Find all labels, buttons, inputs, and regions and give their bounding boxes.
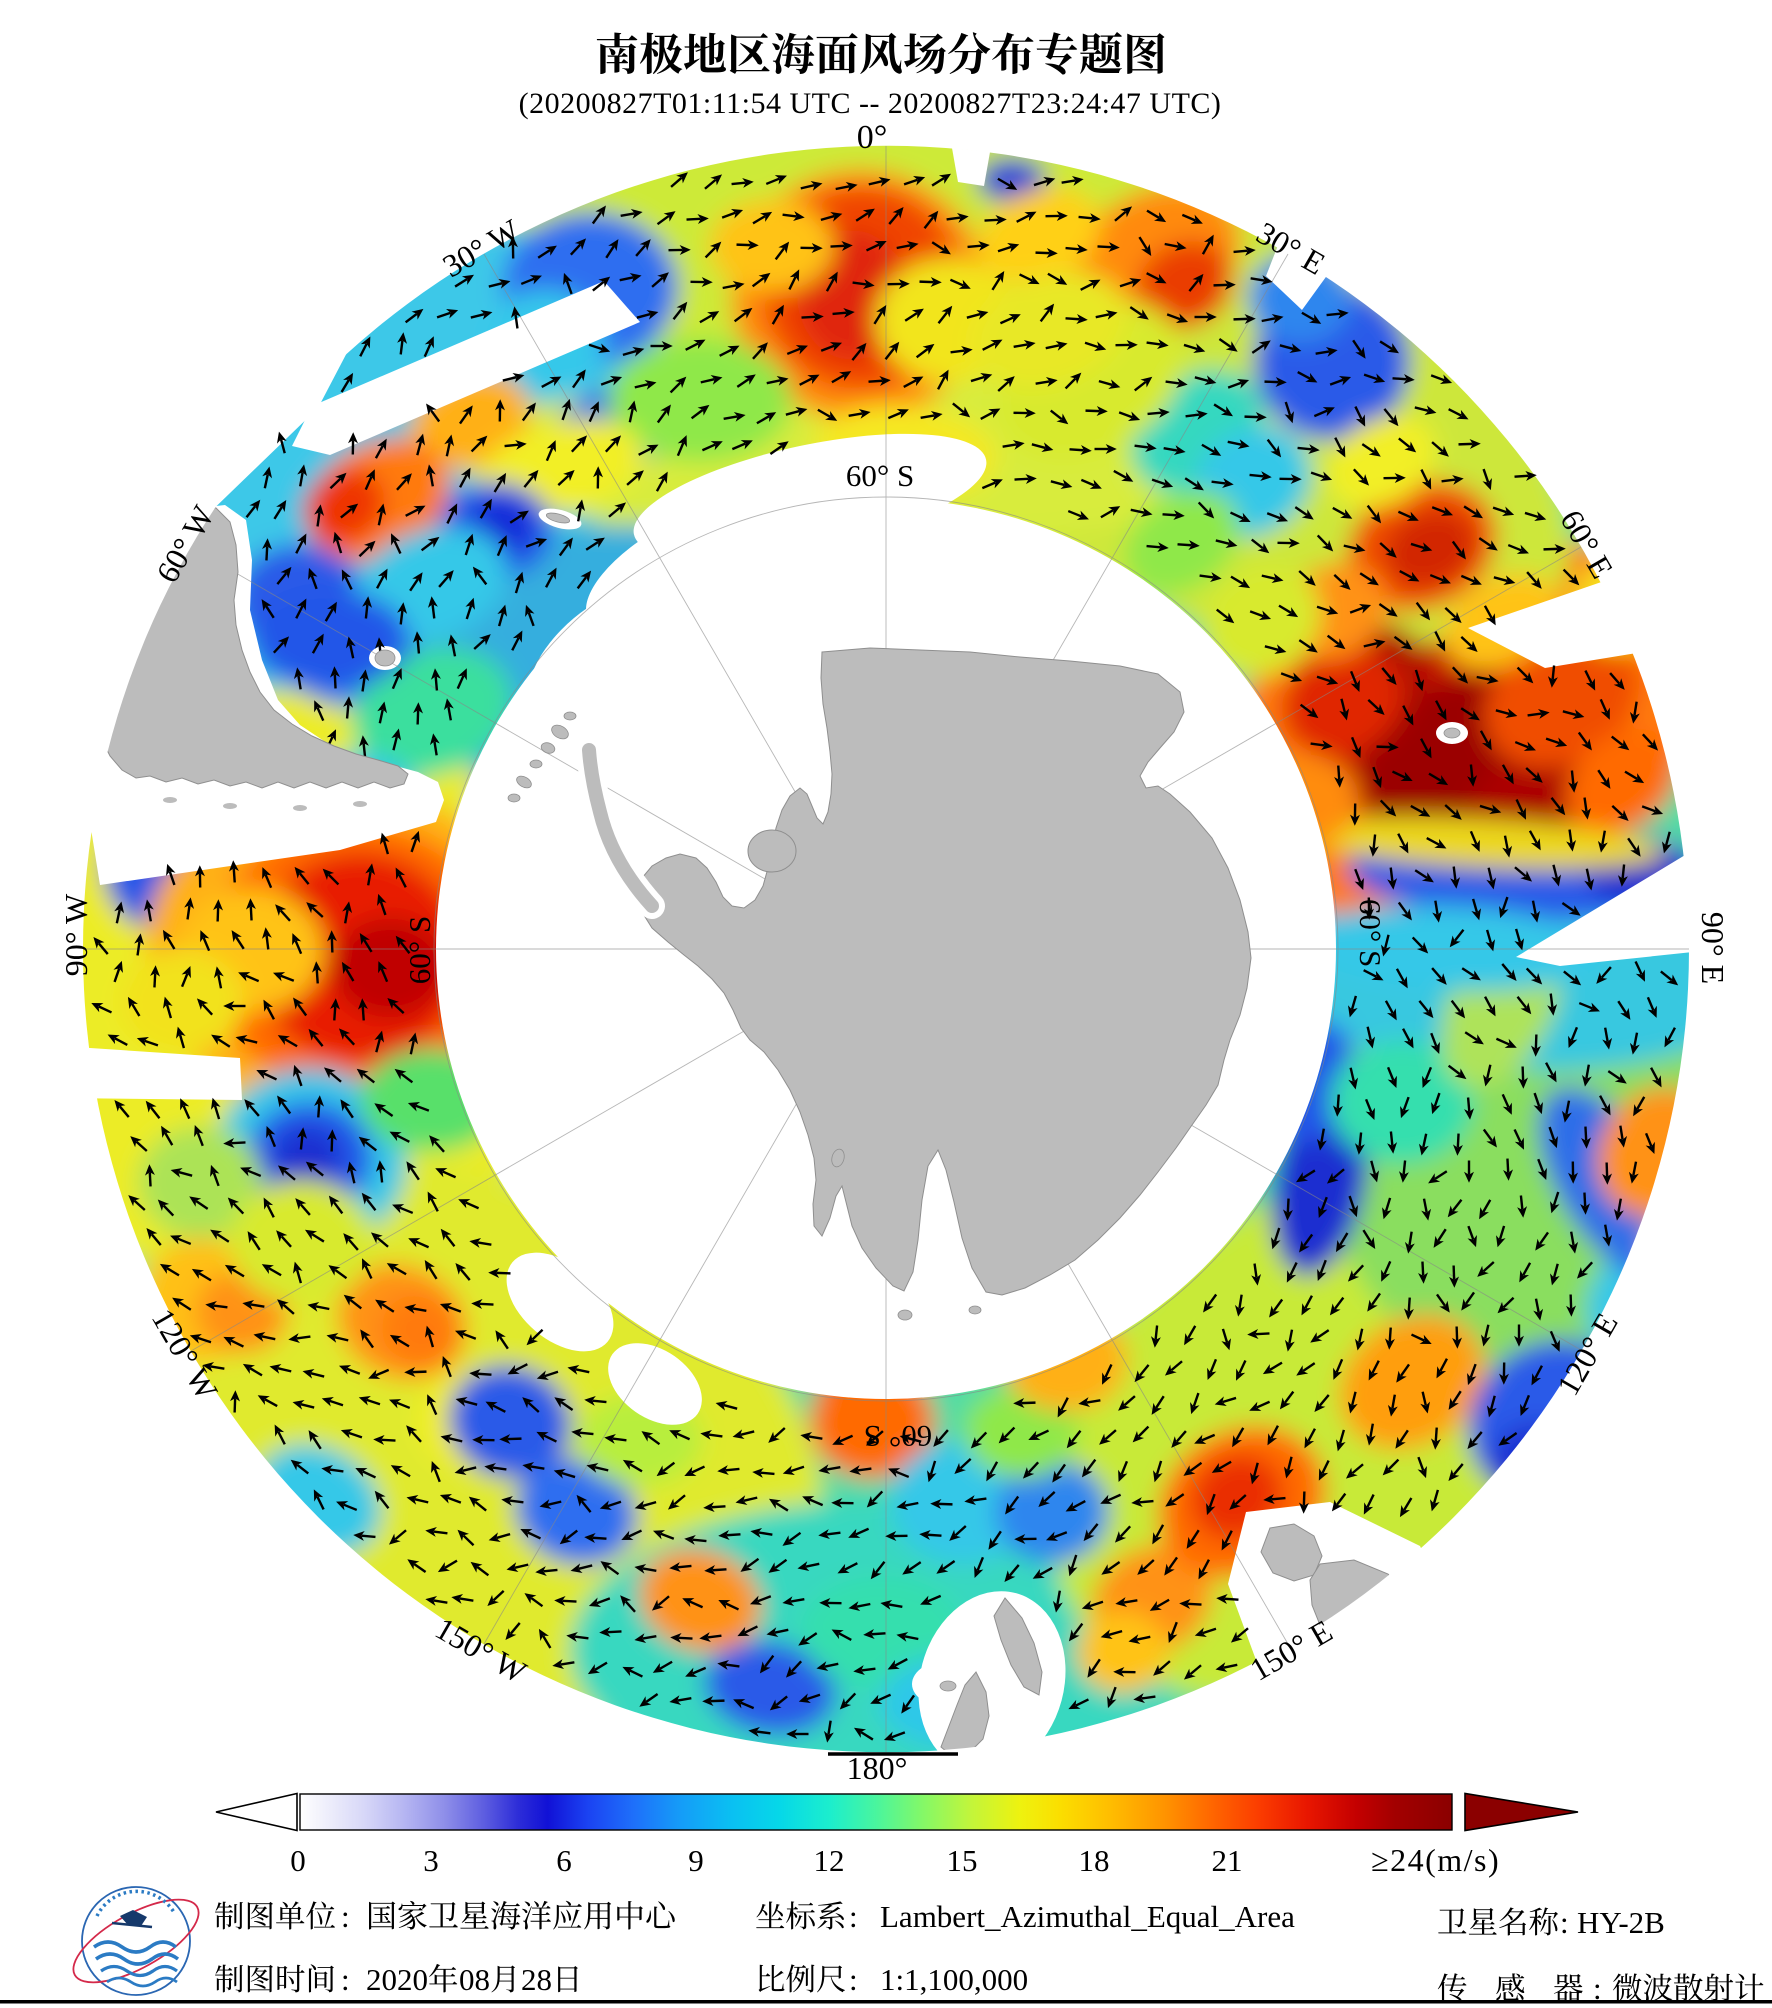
svg-text:3: 3 [423,1843,439,1878]
svg-text:60° S: 60° S [846,458,914,493]
svg-text:18: 18 [1079,1843,1110,1878]
svg-text:60° S: 60° S [402,916,437,984]
svg-text:HY-2B: HY-2B [1577,1905,1665,1940]
svg-text:28: 28 [521,1962,552,1997]
svg-text:2020: 2020 [366,1962,428,1997]
svg-text:21: 21 [1212,1843,1243,1878]
svg-text::: : [341,1899,350,1934]
svg-text:60° S: 60° S [1353,899,1388,967]
svg-text::: : [849,1899,858,1934]
svg-text:08: 08 [459,1962,490,1997]
svg-text::: : [1593,1971,1602,2006]
svg-text:≥24(m/s): ≥24(m/s) [1371,1842,1500,1878]
svg-text::: : [341,1962,350,1997]
svg-text::: : [849,1962,858,1997]
svg-text:15: 15 [947,1843,978,1878]
svg-text::: : [1560,1905,1569,1940]
svg-text:90° E: 90° E [1695,912,1731,984]
svg-text:180°: 180° [847,1750,908,1786]
svg-text:9: 9 [688,1843,704,1878]
svg-text:60° S: 60° S [864,1419,932,1454]
svg-text:6: 6 [556,1843,572,1878]
svg-text:12: 12 [814,1843,845,1878]
svg-text:Lambert_Azimuthal_Equal_Area: Lambert_Azimuthal_Equal_Area [880,1899,1295,1934]
svg-text:(20200827T01:11:54 UTC -- 2020: (20200827T01:11:54 UTC -- 20200827T23:24… [519,87,1222,120]
svg-text:90° W: 90° W [58,893,94,976]
svg-text:0: 0 [290,1843,306,1878]
svg-text:0°: 0° [857,119,888,156]
svg-text:1:1,100,000: 1:1,100,000 [880,1962,1028,1997]
